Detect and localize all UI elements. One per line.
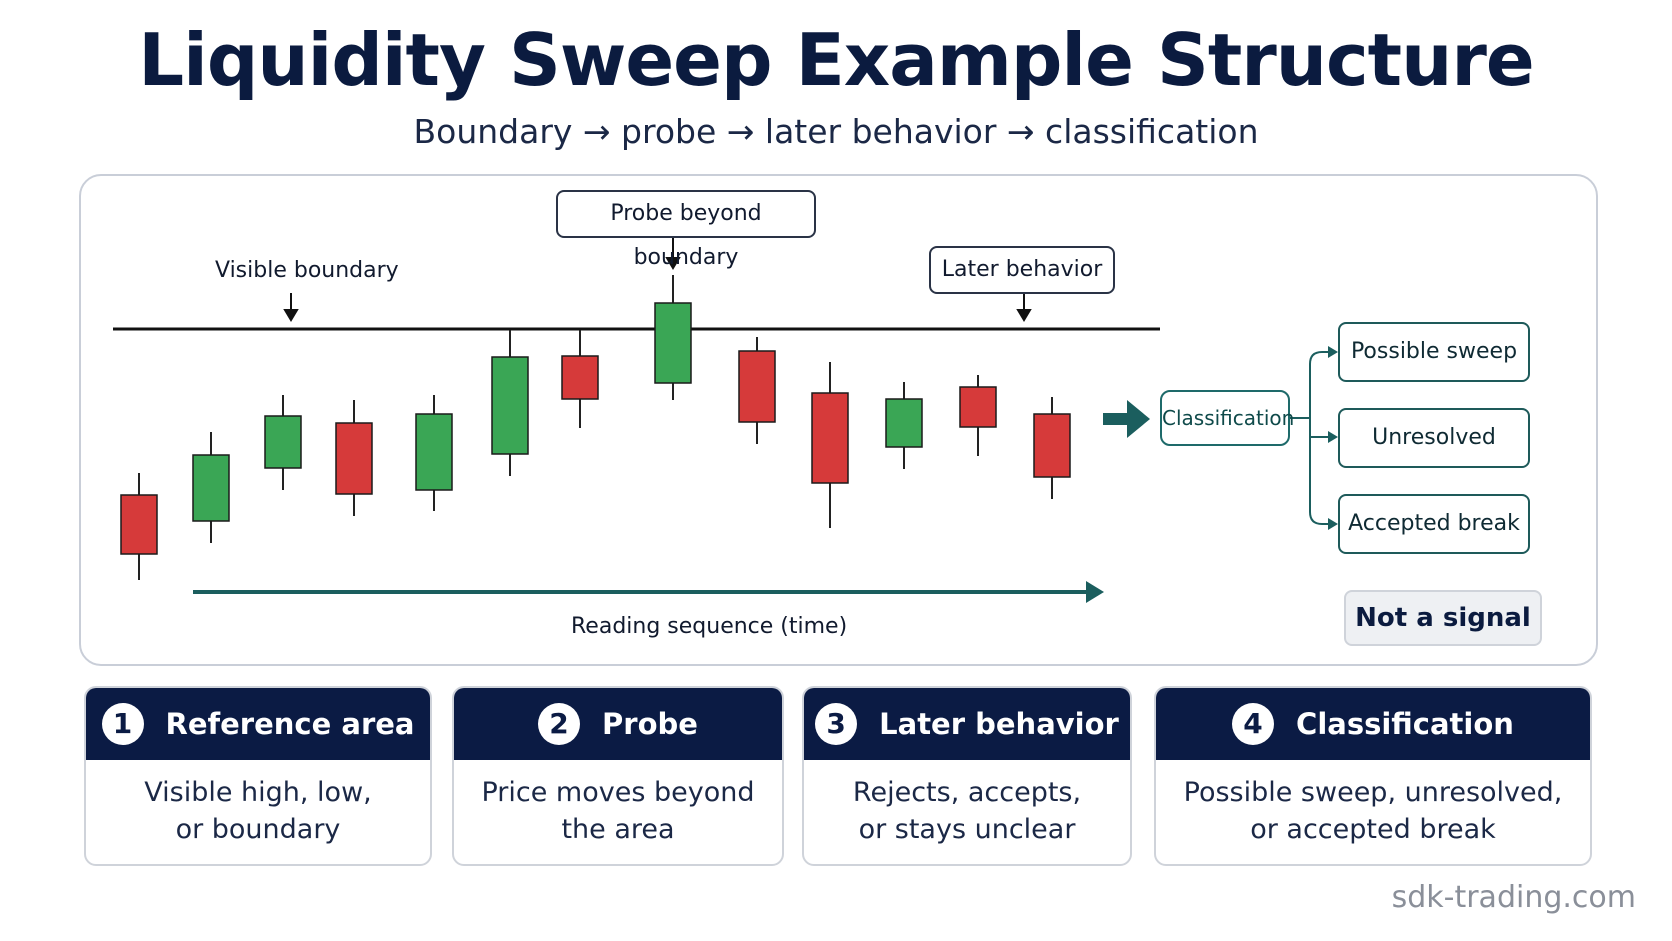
candle-bull (885, 382, 923, 469)
step-description-line: or stays unclear (858, 814, 1076, 845)
candle-body (415, 413, 453, 491)
candle-bull (192, 432, 230, 543)
branch-arrowheads (1328, 346, 1338, 530)
later-behavior-callout: Later behavior (929, 246, 1115, 294)
branch-connector (1287, 351, 1330, 525)
step-description: Price moves beyond the area (454, 760, 782, 848)
candle-body (120, 494, 158, 555)
step-title: Later behavior (879, 707, 1119, 741)
candle-bull (415, 395, 453, 511)
candle-bear (959, 375, 997, 456)
step-title: Reference area (165, 707, 415, 741)
step-number-badge: 1 (101, 703, 144, 745)
step-title: Probe (602, 707, 698, 741)
candle-bear (561, 330, 599, 428)
candle-body (885, 398, 923, 448)
step-header: 4 Classification (1156, 688, 1590, 760)
time-axis-label: Reading sequence (time) (571, 614, 848, 639)
candle-bull (491, 330, 529, 476)
step-number-badge: 3 (815, 703, 858, 745)
candle-bear (811, 362, 849, 528)
callout-arrows (283, 238, 1032, 322)
step-description-line: Visible high, low, (144, 777, 372, 808)
candle-bear (120, 473, 158, 580)
step-description: Rejects, accepts, or stays unclear (804, 760, 1130, 848)
step-header: 1 Reference area (86, 688, 430, 760)
candle-body (192, 454, 230, 522)
outcome-unresolved: Unresolved (1338, 408, 1530, 468)
candle-body (561, 355, 599, 400)
visible-boundary-label: Visible boundary (215, 258, 399, 283)
candle-body (811, 392, 849, 484)
outcome-possible-sweep: Possible sweep (1338, 322, 1530, 382)
candle-body (959, 386, 997, 428)
not-a-signal-badge: Not a signal (1344, 590, 1542, 646)
step-number-badge: 2 (538, 703, 581, 745)
step-description-line: or accepted break (1250, 814, 1496, 845)
candle-bear (335, 400, 373, 516)
time-arrow (193, 581, 1104, 603)
step-description-line: the area (561, 814, 675, 845)
watermark-url: sdk-trading.com (1391, 880, 1636, 915)
candle-bull (654, 275, 692, 400)
candles-group (120, 275, 1071, 580)
probe-callout: Probe beyond boundary (556, 190, 816, 270)
step-title: Classification (1296, 707, 1514, 741)
step-card-later-behavior: 3 Later behavior Rejects, accepts, or st… (802, 686, 1132, 866)
step-card-probe: 2 Probe Price moves beyond the area (452, 686, 784, 866)
classification-arrow (1103, 400, 1150, 438)
candle-body (335, 422, 373, 495)
step-header: 2 Probe (454, 688, 782, 760)
classification-node: Classification (1160, 390, 1294, 446)
step-description-line: or boundary (175, 814, 341, 845)
outcome-accepted-break: Accepted break (1338, 494, 1530, 554)
candle-body (654, 302, 692, 384)
candle-body (491, 356, 529, 455)
candle-bear (738, 337, 776, 444)
candle-body (1033, 413, 1071, 478)
candle-body (264, 415, 302, 469)
step-description-line: Possible sweep, unresolved, (1183, 777, 1563, 808)
step-header: 3 Later behavior (804, 688, 1130, 760)
step-description-line: Rejects, accepts, (852, 777, 1082, 808)
step-card-reference-area: 1 Reference area Visible high, low, or b… (84, 686, 432, 866)
step-description-line: Price moves beyond (481, 777, 755, 808)
step-card-classification: 4 Classification Possible sweep, unresol… (1154, 686, 1592, 866)
step-number-badge: 4 (1232, 703, 1275, 745)
step-description: Visible high, low, or boundary (86, 760, 430, 848)
candle-body (738, 350, 776, 423)
candle-bull (264, 395, 302, 490)
page-title: Liquidity Sweep Example Structure (138, 18, 1534, 102)
step-description: Possible sweep, unresolved, or accepted … (1156, 760, 1590, 848)
candle-bear (1033, 397, 1071, 499)
page-subtitle: Boundary → probe → later behavior → clas… (413, 112, 1259, 151)
